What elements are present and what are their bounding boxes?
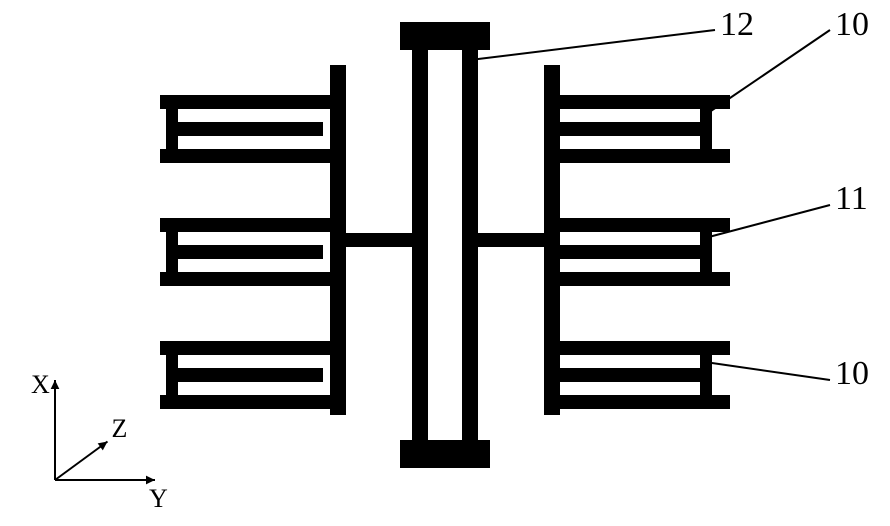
diagram-svg (0, 0, 890, 526)
callout-label-10-bot: 10 (835, 355, 869, 393)
callout-label-11: 11 (835, 180, 868, 218)
callout-label-10-top: 10 (835, 6, 869, 44)
axis-label-x: X (31, 370, 50, 400)
axis-label-z: Z (112, 414, 128, 444)
callout-label-12: 12 (720, 6, 754, 44)
axis-label-y: Y (149, 484, 168, 514)
